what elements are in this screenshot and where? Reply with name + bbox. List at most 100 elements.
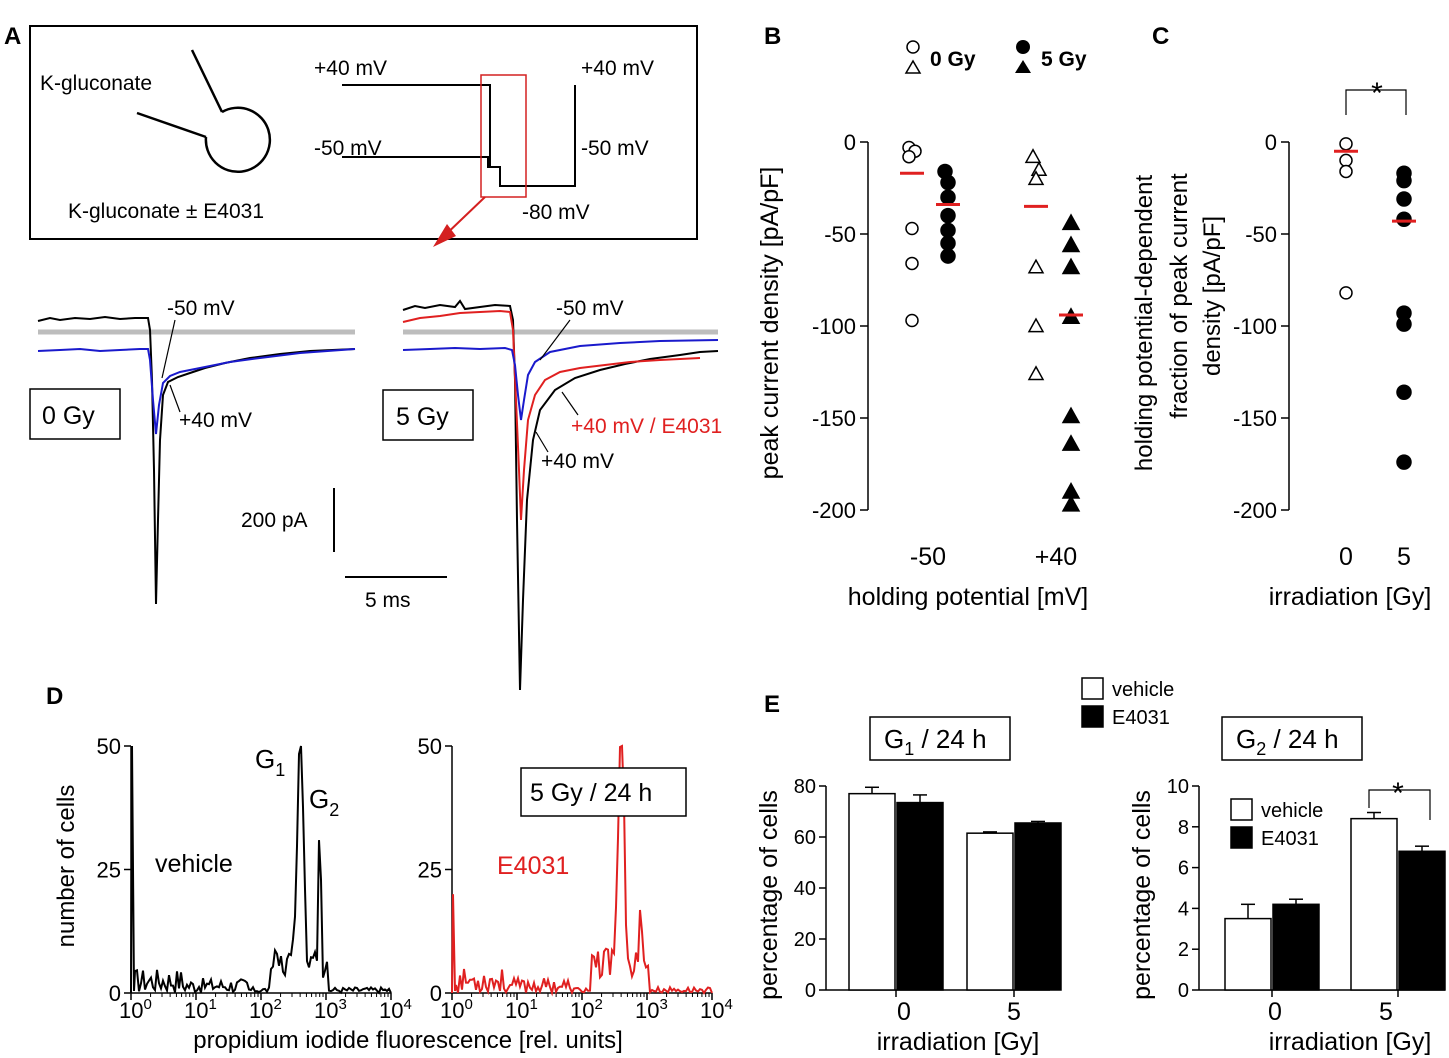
chart-d1-xtick-label: 104: [379, 996, 412, 1023]
chart-b-point: [1061, 494, 1081, 512]
trace-5gy-pos40: [402, 299, 719, 691]
chart-e2-ytick-label: 8: [1178, 817, 1189, 839]
chart-b-point: [1061, 257, 1081, 275]
chart-d1-xtick-label: 100: [119, 996, 152, 1023]
chart-c-ylabel-line-2: fraction of peak current: [1166, 173, 1193, 419]
chart-c-ytick-label: -100: [1233, 314, 1277, 339]
label-box-0gy: [29, 388, 121, 440]
chart-c-ytick-label: -200: [1233, 498, 1277, 523]
chart-d2-ytick-label: 0: [430, 981, 442, 1006]
panel-label-d: D: [46, 683, 63, 710]
chart-e2-title: G2 / 24 h: [1236, 724, 1339, 759]
protocol-label-neg50-left: -50 mV: [314, 137, 382, 160]
protocol-neg50-line: [342, 156, 500, 168]
legend-e-vehicle-swatch: [1081, 677, 1104, 700]
label-5gy-neg50: -50 mV: [556, 297, 624, 320]
chart-d1-ticks: 0 25 50 100 101 102 103 104: [97, 734, 412, 1023]
panel-label-e: E: [764, 691, 780, 718]
chart-b-ytick-label: -100: [812, 314, 856, 339]
chart-b-point: [1030, 161, 1048, 176]
chart-d1-ylabel: number of cells: [53, 785, 80, 948]
protocol-pos40-line: [342, 84, 576, 187]
chart-c-points: [1334, 137, 1416, 470]
chart-c-significance-star: *: [1371, 77, 1383, 110]
chart-d1-ytick-label: 0: [109, 981, 121, 1006]
chart-e1: 0 20 40 60 80 G1 / 24 h 0 5 irradiation [Gy]…: [755, 716, 1062, 1056]
legend-filled-triangle: [1015, 60, 1031, 73]
panel-label-a: A: [4, 23, 21, 50]
chart-b-ytick-label: -200: [812, 498, 856, 523]
pipette-line-lower: [136, 111, 207, 139]
chart-d1-xtick-label: 101: [184, 996, 217, 1023]
chart-c-ytick-label: 0: [1265, 130, 1277, 155]
chart-b-point: [940, 207, 956, 224]
chart-c-point: [1339, 153, 1353, 168]
chart-b-ylabel: peak current density [pA/pF]: [756, 167, 784, 480]
chart-c-point: [1396, 454, 1412, 470]
chart-e1-category-5: 5: [1007, 998, 1021, 1026]
chart-e1-bar-vehicle: [848, 792, 896, 991]
legend-open-triangle: [904, 59, 922, 74]
protocol-highlight-box: [480, 74, 527, 198]
chart-d1-series-label: vehicle: [155, 850, 233, 878]
chart-e2-legend-e4031-label: E4031: [1261, 828, 1319, 850]
highlight-arrow-head: [433, 224, 456, 247]
chart-e2-category-0: 0: [1268, 998, 1282, 1026]
chart-d2-histogram: [451, 744, 713, 997]
chart-b-category-pos40: +40: [1035, 543, 1077, 571]
chart-d1-ytick-label: 25: [97, 858, 121, 883]
chart-b-point: [1061, 235, 1081, 253]
chart-c-category-5: 5: [1397, 543, 1411, 571]
chart-d2-xtick-label: 100: [440, 996, 473, 1023]
chart-c: 0 -50 -100 -150 -200 0 5 irradiation [Gy] ho…: [1131, 77, 1431, 611]
chart-b-point: [940, 235, 956, 251]
chart-c-point: [1396, 172, 1412, 189]
label-5gy-e4031: +40 mV / E4031: [571, 415, 722, 438]
chart-b-point: [940, 248, 956, 264]
chart-b-y-ticks: 0 -50 -100 -150 -200: [812, 130, 868, 523]
legend-5gy-label: 5 Gy: [1041, 48, 1087, 71]
chart-e1-bar-vehicle: [966, 832, 1014, 991]
chart-b-point: [1024, 148, 1042, 164]
chart-b-point: [1061, 213, 1081, 231]
chart-b-point: [1061, 406, 1081, 424]
chart-b-point: [905, 313, 919, 328]
pointer-5gy-neg50: [539, 319, 571, 361]
chart-b-xlabel: holding potential [mV]: [848, 583, 1088, 611]
chart-b-ytick-label: -50: [824, 222, 856, 247]
chart-e1-bar-e4031: [1014, 822, 1062, 991]
pointer-5gy-pos40: [535, 431, 549, 453]
chart-d2-series-label: E4031: [497, 852, 569, 880]
chart-e2-significance-star: *: [1392, 777, 1404, 810]
chart-e2-bar-vehicle: [1350, 817, 1398, 991]
legend-e-vehicle-label: vehicle: [1112, 679, 1174, 701]
chart-b-point: [902, 149, 916, 164]
scale-current-label: 200 pA: [241, 509, 308, 532]
chart-e2-legend-vehicle-label: vehicle: [1261, 800, 1323, 822]
chart-b-points: [900, 140, 1083, 512]
protocol-label-neg80: -80 mV: [522, 201, 590, 224]
chart-c-point: [1396, 191, 1412, 207]
chart-d2-title: 5 Gy / 24 h: [530, 779, 652, 807]
trace-0gy-neg50: [37, 347, 356, 435]
panel-label-b: B: [764, 23, 781, 50]
pointer-0gy-neg50: [161, 319, 176, 379]
label-0gy-pos40: +40 mV: [179, 409, 252, 432]
chart-e2-ytick-label: 10: [1167, 776, 1189, 798]
chart-e1-title: G1 / 24 h: [884, 724, 987, 759]
chart-c-point: [1396, 316, 1412, 332]
chart-e2-ylabel: percentage of cells: [1128, 790, 1156, 1000]
chart-e2-bars: [1224, 811, 1446, 991]
chart-b-point: [1027, 258, 1045, 274]
chart-e1-title-box: [869, 716, 1011, 761]
label-box-5gy: [382, 389, 474, 441]
chart-e2-title-box: [1221, 716, 1363, 761]
chart-e1-bar-e4031: [896, 801, 944, 991]
chart-e2-significance-bracket: [1368, 789, 1431, 820]
chart-e2-ytick-label: 2: [1178, 939, 1189, 961]
legend-filled-circle: [1016, 40, 1030, 54]
chart-c-point: [1339, 137, 1353, 151]
chart-e2-ticks: 0 2 4 6 8 10: [1167, 776, 1399, 1002]
chart-b-point: [1027, 170, 1045, 186]
